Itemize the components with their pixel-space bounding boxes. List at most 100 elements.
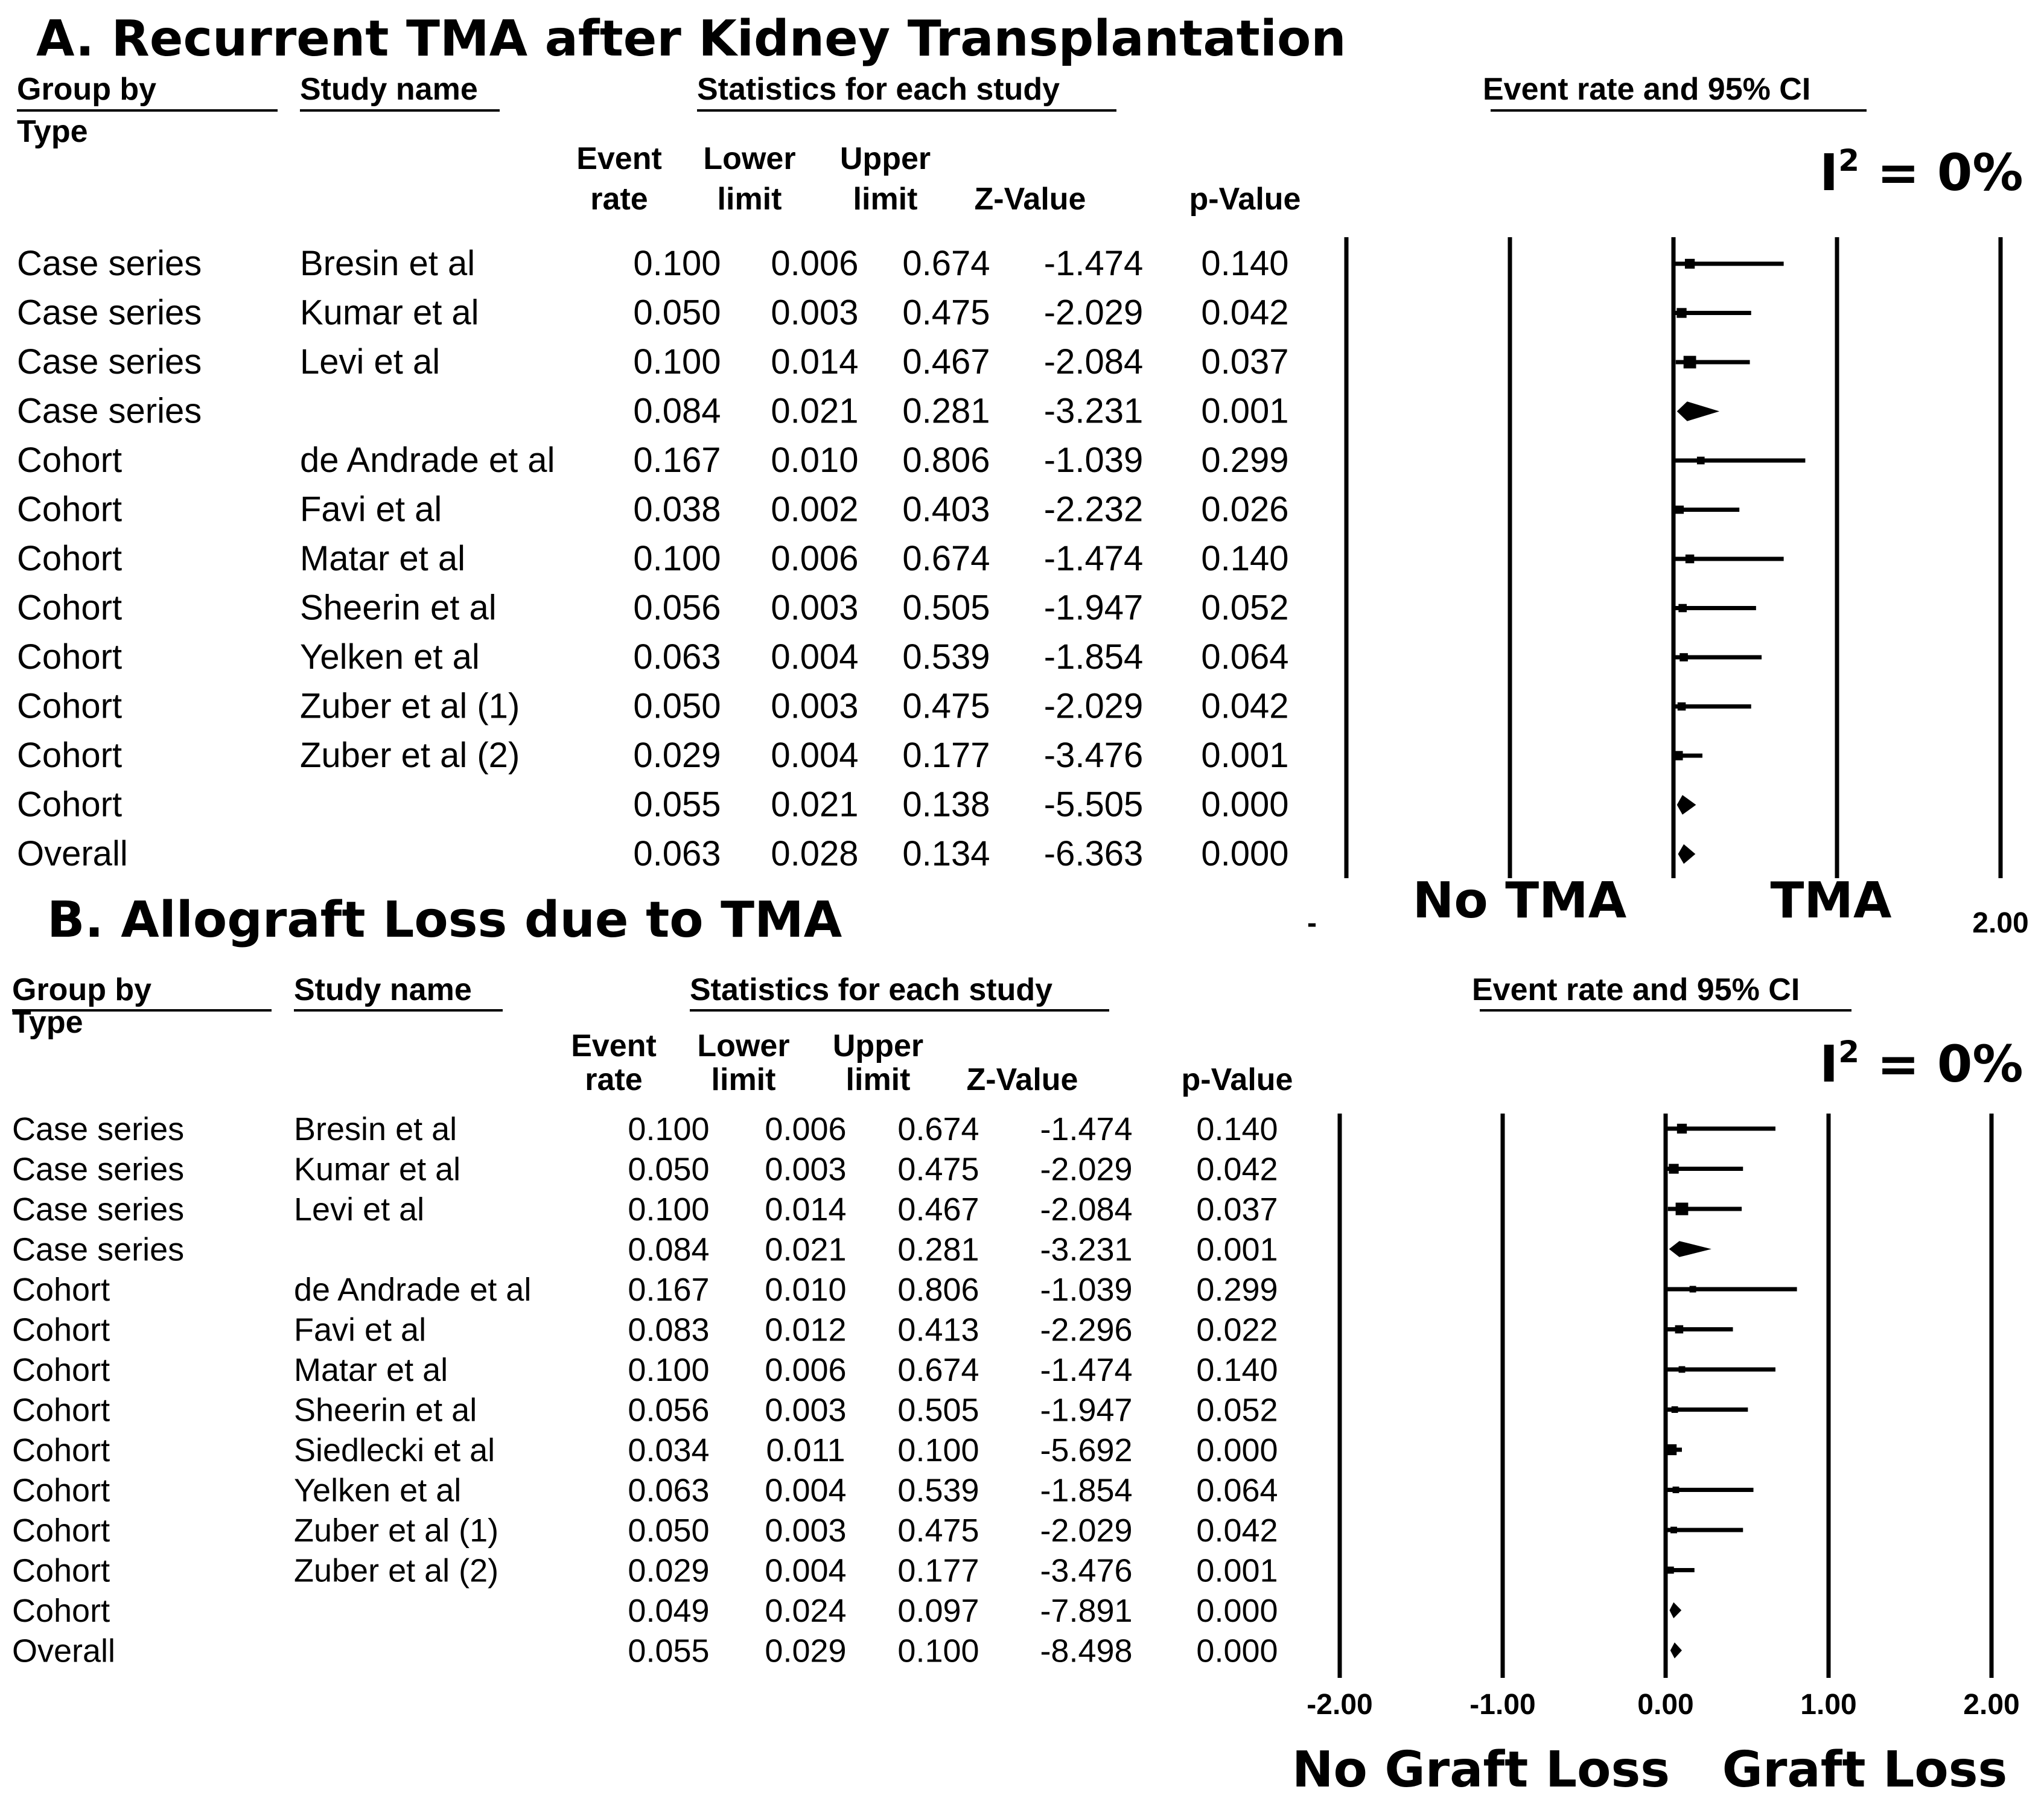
column-header-line1: Upper — [833, 1028, 923, 1063]
event-rate-cell: 0.055 — [628, 1633, 709, 1669]
lower-limit-cell: 0.021 — [771, 392, 858, 431]
study-name-cell: Matar et al — [300, 539, 465, 578]
p-value-cell: 0.000 — [1201, 834, 1288, 873]
event-rate-cell: 0.084 — [633, 392, 721, 431]
panel-b-title: B. Allograft Loss due to TMA — [47, 891, 842, 949]
z-value-cell: -2.029 — [1040, 1152, 1132, 1188]
point-estimate-square — [1666, 1444, 1677, 1456]
z-value-cell: -1.474 — [1040, 1111, 1132, 1147]
group-cell: Cohort — [12, 1553, 110, 1589]
lower-limit-cell: 0.021 — [765, 1232, 846, 1268]
p-value-cell: 0.052 — [1196, 1392, 1278, 1429]
summary-diamond — [1669, 1602, 1682, 1619]
group-type-header: Type — [17, 114, 88, 149]
p-value-cell: 0.037 — [1196, 1191, 1278, 1228]
event-rate-cell: 0.100 — [628, 1111, 709, 1147]
event-rate-cell: 0.034 — [628, 1432, 709, 1468]
panel-a: A. Recurrent TMA after Kidney Transplant… — [17, 10, 2029, 942]
event-rate-cell: 0.056 — [628, 1392, 709, 1429]
upper-limit-cell: 0.505 — [902, 588, 990, 628]
lower-limit-cell: 0.003 — [765, 1392, 846, 1429]
point-estimate-square — [1675, 505, 1684, 514]
upper-limit-cell: 0.100 — [897, 1432, 979, 1468]
group-cell: Case series — [17, 392, 202, 431]
lower-limit-cell: 0.003 — [771, 293, 858, 333]
point-estimate-square — [1670, 1526, 1677, 1534]
upper-limit-cell: 0.138 — [902, 785, 990, 824]
study-name-cell: Favi et al — [300, 490, 442, 529]
z-value-cell: -2.029 — [1040, 1513, 1132, 1549]
group-cell: Case series — [17, 293, 202, 333]
study-name-cell: Kumar et al — [294, 1152, 460, 1188]
p-value-cell: 0.140 — [1196, 1111, 1278, 1147]
p-value-cell: 0.042 — [1201, 293, 1288, 333]
p-value-cell: 0.001 — [1196, 1553, 1278, 1589]
study-name-cell: Zuber et al (1) — [300, 687, 520, 726]
lower-limit-cell: 0.028 — [771, 834, 858, 873]
study-name-cell: de Andrade et al — [300, 441, 555, 480]
axis-tick-label: 2.00 — [1963, 1689, 2019, 1721]
upper-limit-cell: 0.100 — [897, 1633, 979, 1669]
lower-limit-cell: 0.010 — [771, 441, 858, 480]
event-rate-cell: 0.167 — [633, 441, 721, 480]
column-header-line2: limit — [846, 1062, 911, 1097]
p-value-cell: 0.001 — [1201, 736, 1288, 775]
p-value-cell: 0.052 — [1201, 588, 1288, 628]
event-rate-cell: 0.063 — [628, 1473, 709, 1509]
point-estimate-square — [1675, 1325, 1684, 1334]
favours-right-label: TMA — [1771, 872, 1893, 929]
study-name-header: Study name — [294, 972, 472, 1007]
study-name-cell: Levi et al — [294, 1191, 424, 1228]
p-value-cell: 0.299 — [1196, 1272, 1278, 1308]
i2-letter: I — [1820, 143, 1838, 202]
study-name-cell: Siedlecki et al — [294, 1432, 495, 1468]
study-name-cell: Kumar et al — [300, 293, 479, 333]
tick-label-mask — [1317, 893, 1510, 942]
upper-limit-cell: 0.403 — [902, 490, 990, 529]
group-cell: Case series — [17, 244, 202, 283]
upper-limit-cell: 0.467 — [902, 342, 990, 381]
p-value-cell: 0.140 — [1201, 244, 1288, 283]
p-value-cell: 0.140 — [1196, 1352, 1278, 1388]
event-rate-cell: 0.049 — [628, 1593, 709, 1629]
lower-limit-cell: 0.006 — [771, 539, 858, 578]
p-value-cell: 0.064 — [1196, 1473, 1278, 1509]
event-rate-cell: 0.055 — [633, 785, 721, 824]
upper-limit-cell: 0.539 — [902, 637, 990, 677]
column-header-line2: Z-Value — [975, 182, 1086, 217]
lower-limit-cell: 0.003 — [765, 1152, 846, 1188]
lower-limit-cell: 0.002 — [771, 490, 858, 529]
group-cell: Cohort — [12, 1432, 110, 1468]
group-cell: Cohort — [17, 785, 122, 824]
favours-left-label: No TMA — [1413, 872, 1627, 929]
point-estimate-square — [1672, 1487, 1679, 1493]
p-value-cell: 0.001 — [1196, 1232, 1278, 1268]
lower-limit-cell: 0.004 — [771, 736, 858, 775]
z-value-cell: -1.474 — [1044, 244, 1143, 283]
column-header-line2: limit — [853, 182, 918, 217]
upper-limit-cell: 0.674 — [897, 1352, 979, 1388]
column-header-line2: rate — [585, 1062, 642, 1097]
lower-limit-cell: 0.024 — [765, 1593, 846, 1629]
study-name-cell: Bresin et al — [294, 1111, 457, 1147]
upper-limit-cell: 0.177 — [897, 1553, 979, 1589]
event-rate-cell: 0.167 — [628, 1272, 709, 1308]
upper-limit-cell: 0.281 — [897, 1232, 979, 1268]
point-estimate-square — [1679, 653, 1688, 661]
p-value-cell: 0.042 — [1196, 1513, 1278, 1549]
upper-limit-cell: 0.281 — [902, 392, 990, 431]
group-cell: Overall — [12, 1633, 115, 1669]
event-rate-cell: 0.063 — [633, 637, 721, 677]
column-header-line2: rate — [590, 182, 648, 217]
group-cell: Cohort — [12, 1593, 110, 1629]
lower-limit-cell: 0.012 — [765, 1312, 846, 1348]
i2-letter: I — [1820, 1034, 1838, 1094]
upper-limit-cell: 0.674 — [902, 539, 990, 578]
axis-tick-label: 0.00 — [1637, 1689, 1693, 1721]
study-name-cell: Yelken et al — [294, 1473, 461, 1509]
group-cell: Cohort — [17, 736, 122, 775]
summary-diamond — [1676, 401, 1720, 421]
point-estimate-square — [1671, 1406, 1678, 1413]
event-rate-cell: 0.050 — [628, 1152, 709, 1188]
